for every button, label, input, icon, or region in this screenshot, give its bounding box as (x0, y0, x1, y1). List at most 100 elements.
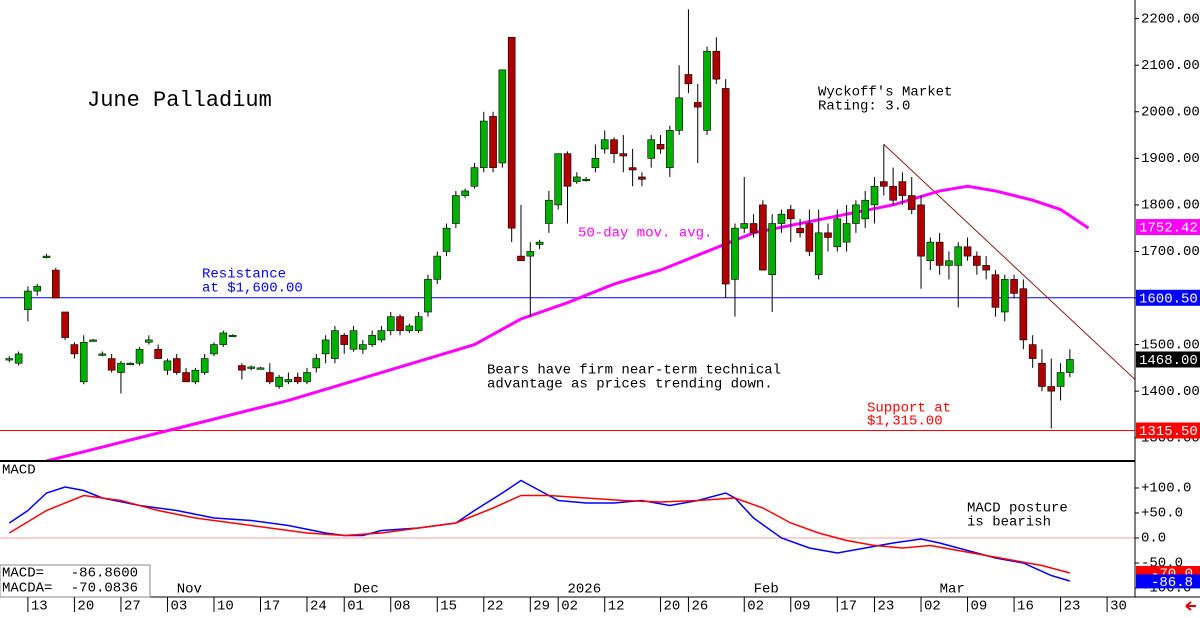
rating: Wyckoff's Market (818, 85, 952, 101)
y-tick-label: 1700.00 (1141, 244, 1200, 260)
candle-body (861, 199, 870, 220)
candle-body (210, 344, 218, 355)
candle-body (610, 139, 618, 154)
candle-body (368, 334, 376, 345)
candle-body (824, 232, 832, 238)
candle-body (917, 204, 925, 257)
candle-body (470, 167, 479, 187)
chart-title: June Palladium (87, 88, 272, 113)
candle-body (200, 358, 209, 373)
candle-body (675, 97, 683, 131)
moving-average (46, 184, 1090, 461)
candle-body (963, 246, 972, 257)
candle-body (554, 153, 562, 206)
macd-note: is bearish (967, 515, 1051, 531)
value-box-label: 1600.50 (1139, 291, 1198, 307)
candle-body (377, 330, 386, 341)
trendline (883, 143, 1135, 380)
x-tick-label: 17 (263, 599, 280, 615)
candle-body (1038, 362, 1046, 387)
candle-body (507, 36, 516, 229)
readout-name: MACD= (2, 566, 44, 582)
candle-body (479, 120, 488, 168)
x-tick-label: 13 (31, 599, 48, 615)
candle-body (135, 348, 144, 364)
x-tick-label: 01 (347, 599, 364, 615)
candle-body (191, 369, 200, 383)
scroll-arrow[interactable] (1185, 601, 1196, 611)
x-tick-label: 02 (747, 599, 764, 615)
candle-body (256, 367, 265, 370)
candle-body (89, 339, 97, 342)
candle-body (973, 255, 981, 266)
value-box-label: -86.8 (1151, 575, 1193, 591)
y-tick-label: 2100.00 (1141, 58, 1200, 74)
candle-body (70, 344, 79, 355)
candle-body (1010, 279, 1018, 294)
candle-body (182, 372, 190, 383)
candle-body (563, 153, 572, 187)
candle-body (600, 139, 609, 150)
y-tick-label: 1500.00 (1141, 337, 1200, 353)
y-tick-label: 1800.00 (1141, 198, 1200, 214)
month-label: Nov (177, 582, 202, 598)
candle-body (684, 74, 693, 85)
x-tick-label: 12 (608, 599, 625, 615)
candle-body (107, 358, 116, 371)
x-tick-label: 23 (878, 599, 895, 615)
x-tick-label: 16 (1017, 599, 1034, 615)
candle-body (98, 353, 107, 356)
candle-body (154, 348, 162, 359)
candle-body (954, 246, 963, 266)
value-box (1136, 574, 1200, 589)
macd-y-tick-label: +100.0 (1141, 481, 1191, 497)
x-tick-label: 15 (440, 599, 457, 615)
candle-body (703, 50, 711, 131)
candle-body (1019, 288, 1028, 341)
candle-body (759, 204, 767, 271)
x-tick-label: 08 (394, 599, 411, 615)
rating: Rating: 3.0 (818, 99, 910, 115)
value-box-label: 1315.50 (1139, 424, 1198, 440)
x-tick-label: 24 (310, 599, 327, 615)
candle-body (247, 366, 255, 369)
x-tick-label: 09 (971, 599, 988, 615)
month-label: Mar (940, 582, 965, 598)
candle-body (721, 88, 730, 285)
candle-body (386, 316, 395, 331)
month-label: Dec (354, 582, 379, 598)
candle-body (1066, 359, 1074, 373)
candle-body (814, 232, 823, 276)
candle-body (498, 69, 507, 164)
ma-label: 50-day mov. avg. (578, 226, 712, 242)
readout-value: -86.8600 (71, 566, 138, 582)
macd-note: MACD posture (967, 501, 1068, 517)
candle-body (61, 311, 69, 338)
candle-body (898, 181, 907, 196)
candle-body (517, 255, 525, 262)
candle-body (163, 360, 172, 371)
candle-body (79, 341, 88, 383)
candle-body (33, 286, 42, 292)
x-tick-label: 02 (924, 599, 941, 615)
candle-body (628, 167, 637, 171)
candle-body (693, 102, 702, 108)
candle-body (1028, 344, 1037, 359)
candle-body (219, 332, 228, 345)
support-note: $1,315.00 (867, 414, 943, 430)
candle-body (228, 334, 237, 338)
candle-body (582, 178, 590, 182)
candle-body (591, 158, 600, 168)
x-tick-label: 23 (1064, 599, 1081, 615)
candle-body (870, 185, 879, 206)
x-tick-label: 17 (840, 599, 857, 615)
candle-body (396, 316, 404, 331)
candle-body (638, 176, 646, 180)
candle-body (889, 185, 897, 201)
candle-body (647, 139, 656, 159)
x-tick-label: 26 (691, 599, 708, 615)
x-tick-label: 03 (170, 599, 187, 615)
candle-body (452, 195, 460, 224)
value-box-label: 1468.00 (1139, 353, 1198, 369)
month-label: Feb (754, 582, 779, 598)
